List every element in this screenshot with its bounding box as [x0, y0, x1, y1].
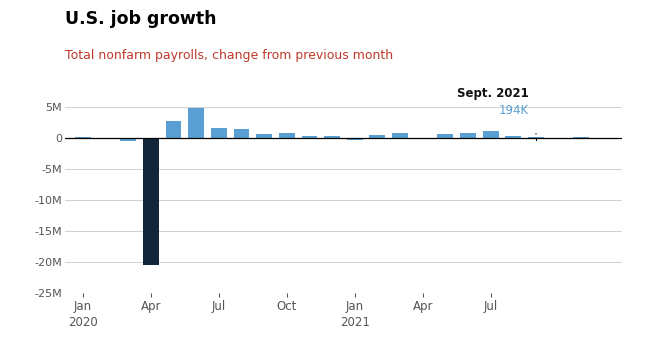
Bar: [233, 129, 249, 138]
Bar: [483, 131, 498, 138]
Bar: [347, 138, 363, 140]
Bar: [528, 137, 544, 138]
Text: Total nonfarm payrolls, change from previous month: Total nonfarm payrolls, change from prev…: [65, 49, 393, 62]
Bar: [437, 134, 454, 138]
Bar: [415, 138, 431, 139]
Bar: [279, 133, 295, 138]
Bar: [211, 128, 227, 138]
Bar: [301, 136, 318, 138]
Bar: [369, 135, 386, 138]
Bar: [166, 121, 181, 138]
Bar: [505, 135, 521, 138]
Bar: [324, 136, 340, 138]
Bar: [573, 137, 589, 138]
Bar: [75, 137, 91, 138]
Bar: [460, 133, 476, 138]
Bar: [256, 134, 272, 138]
Text: Sept. 2021: Sept. 2021: [457, 87, 529, 99]
Bar: [121, 138, 136, 141]
Bar: [143, 138, 159, 265]
Bar: [392, 133, 408, 138]
Text: 194K: 194K: [499, 104, 529, 117]
Text: U.S. job growth: U.S. job growth: [65, 10, 216, 29]
Bar: [189, 108, 204, 138]
